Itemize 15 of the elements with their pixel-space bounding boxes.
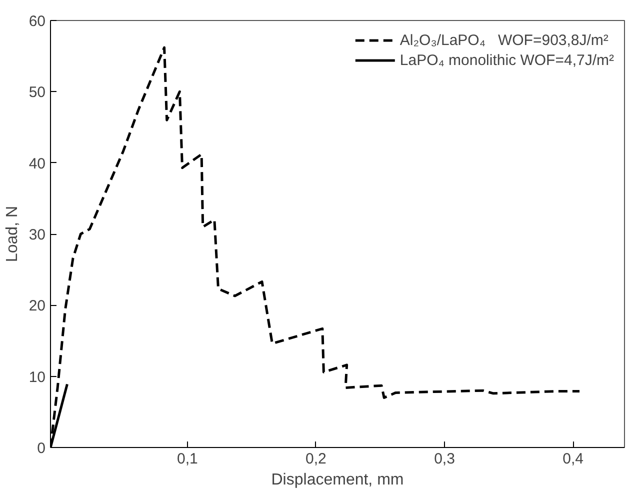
x-tick-label: 0,4: [562, 450, 584, 468]
legend-label: Al₂O₃/LaPO₄ WOF=903,8J/m²: [400, 32, 608, 48]
y-tick-label: 60: [28, 13, 46, 30]
x-tick-label: 0,2: [306, 450, 326, 468]
y-tick-label: 0: [37, 440, 46, 457]
y-tick-label: 40: [28, 155, 46, 172]
y-tick-label: 10: [28, 368, 46, 386]
x-axis-title: Displacement, mm: [271, 472, 404, 488]
y-tick-label: 50: [28, 84, 46, 102]
x-tick-label: 0,3: [434, 450, 455, 468]
y-tick-label: 20: [28, 298, 46, 315]
y-tick-label: 30: [28, 226, 46, 244]
x-tick-label: 0,1: [176, 450, 198, 468]
legend-label: LaPO₄ monolithic WOF=4,7J/m²: [400, 52, 614, 68]
y-axis-title: Load, N: [4, 206, 21, 262]
